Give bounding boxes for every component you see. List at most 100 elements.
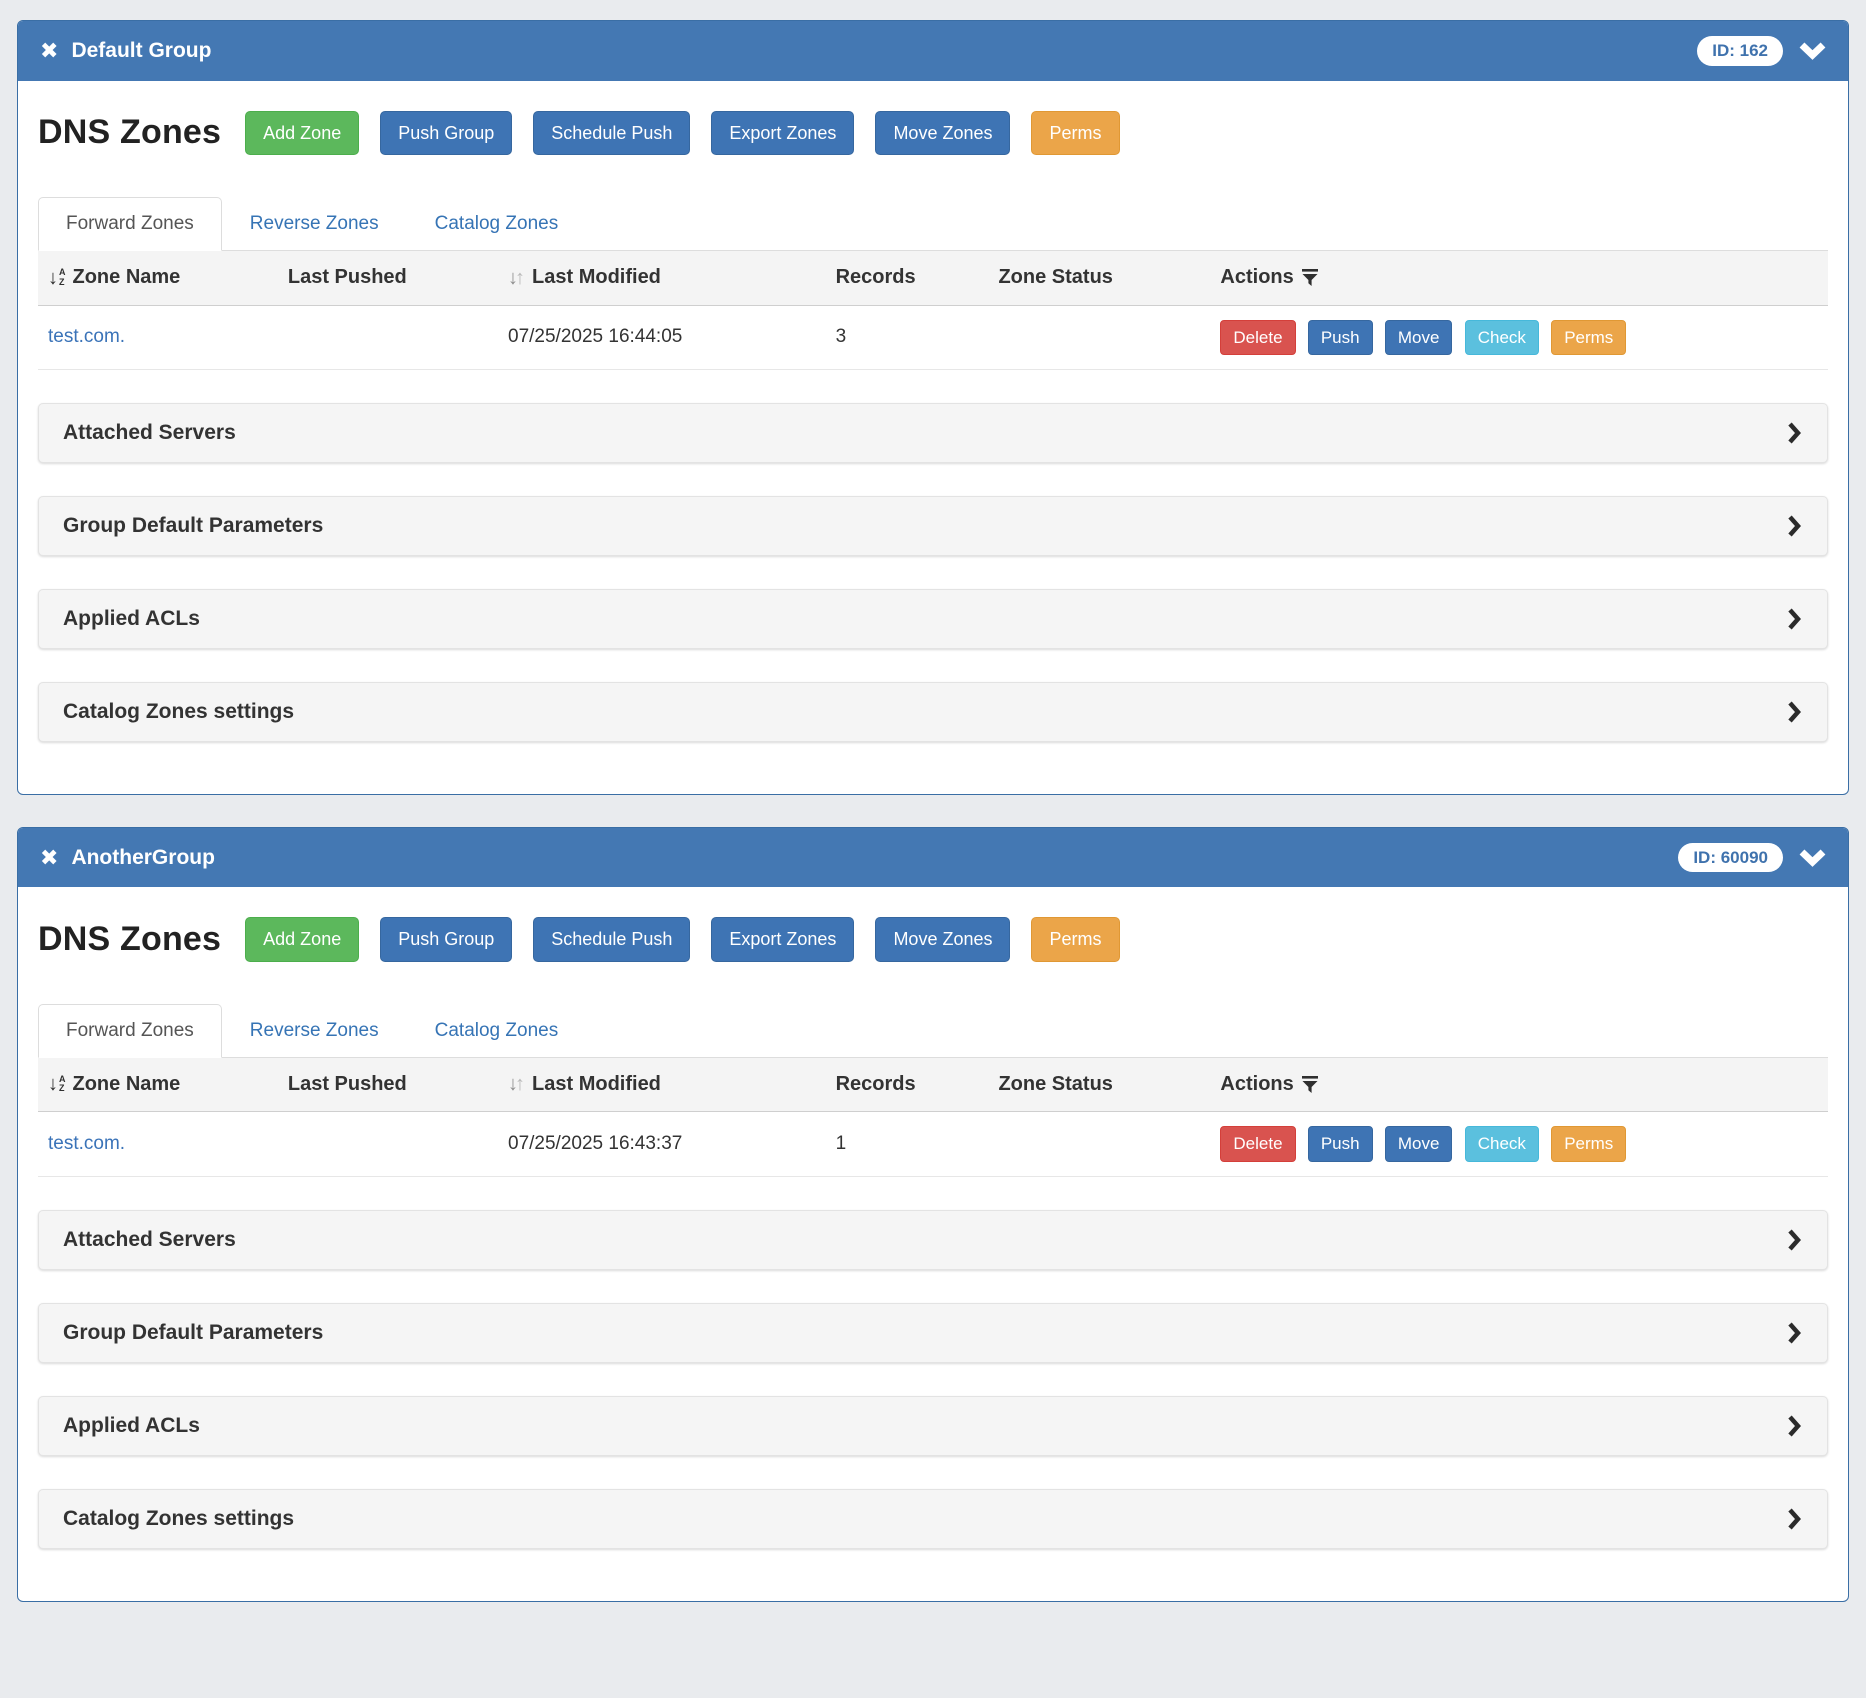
perms-row-button[interactable]: Perms [1551, 319, 1627, 355]
check-button[interactable]: Check [1464, 319, 1539, 355]
section-label: Catalog Zones settings [63, 1506, 295, 1530]
add-zone-button[interactable]: Add Zone [245, 110, 360, 156]
delete-button[interactable]: Delete [1220, 319, 1296, 355]
chevron-right-icon [1788, 422, 1801, 444]
check-button[interactable]: Check [1464, 1126, 1539, 1162]
sort-alpha-icon[interactable]: ↓ A Z [48, 1073, 66, 1096]
close-icon[interactable]: ✖ [40, 37, 59, 63]
records-cell: 1 [825, 1111, 989, 1177]
section-catalog-zones-settings[interactable]: Catalog Zones settings [38, 681, 1828, 742]
tab-reverse-zones[interactable]: Reverse Zones [249, 213, 379, 235]
section-attached-servers[interactable]: Attached Servers [38, 1209, 1828, 1270]
dns-zones-heading: DNS Zones [38, 920, 222, 959]
column-label: Last Modified [532, 1072, 661, 1095]
sort-icon[interactable]: ↓ ↑ [508, 1073, 526, 1096]
column-label: Records [835, 266, 916, 289]
move-zones-button[interactable]: Move Zones [875, 110, 1011, 156]
dns-zones-heading: DNS Zones [38, 113, 222, 152]
section-label: Attached Servers [63, 1227, 236, 1251]
move-button[interactable]: Move [1384, 319, 1453, 355]
zone-name-link[interactable]: test.com. [48, 1132, 126, 1154]
schedule-push-button[interactable]: Schedule Push [533, 917, 691, 962]
chevron-right-icon [1788, 701, 1801, 723]
sort-alpha-icon[interactable]: ↓ A Z [48, 266, 66, 289]
zones-table: ↓ A Z Zone Name Last Pushed ↓ ↑ Last Modifi… [38, 1057, 1828, 1177]
column-header-records[interactable]: Records [825, 251, 989, 306]
section-catalog-zones-settings[interactable]: Catalog Zones settings [38, 1488, 1828, 1549]
perms-button[interactable]: Perms [1031, 110, 1120, 156]
add-zone-button[interactable]: Add Zone [245, 917, 360, 962]
zone-tabs: Forward Zones Reverse Zones Catalog Zone… [38, 1003, 1828, 1058]
section-label: Catalog Zones settings [63, 699, 295, 723]
zone-tabs: Forward Zones Reverse Zones Catalog Zone… [38, 197, 1828, 252]
zone-row: test.com. 07/25/2025 16:43:37 1 Delete P… [38, 1111, 1828, 1177]
dns-zones-toolbar: DNS Zones Add Zone Push Group Schedule P… [38, 110, 1828, 156]
tab-reverse-zones[interactable]: Reverse Zones [249, 1019, 379, 1041]
group-id-badge: ID: 162 [1697, 36, 1783, 66]
filter-icon[interactable] [1301, 1075, 1319, 1094]
column-header-zone-name[interactable]: ↓ A Z Zone Name [38, 1057, 278, 1113]
export-zones-button[interactable]: Export Zones [711, 917, 855, 962]
group-title: AnotherGroup [71, 845, 215, 869]
zones-table: ↓ A Z Zone Name Last Pushed ↓ ↑ Last Modifi… [38, 251, 1828, 370]
group-panel-body: DNS Zones Add Zone Push Group Schedule P… [18, 887, 1848, 1600]
section-applied-acls[interactable]: Applied ACLs [38, 1395, 1828, 1456]
tab-forward-zones[interactable]: Forward Zones [38, 197, 222, 252]
zones-table-header-row: ↓ A Z Zone Name Last Pushed ↓ ↑ Last Modifi… [38, 251, 1828, 306]
column-label: Last Modified [532, 266, 661, 289]
export-zones-button[interactable]: Export Zones [711, 110, 855, 156]
zone-status-cell [988, 305, 1211, 370]
zone-row: test.com. 07/25/2025 16:44:05 3 Delete P… [38, 305, 1828, 370]
column-header-records[interactable]: Records [825, 1057, 989, 1113]
push-button[interactable]: Push [1307, 319, 1373, 355]
column-label: Zone Status [998, 1073, 1113, 1096]
section-attached-servers[interactable]: Attached Servers [38, 402, 1828, 463]
column-label: Last Pushed [287, 1073, 407, 1096]
section-group-default-parameters[interactable]: Group Default Parameters [38, 1302, 1828, 1363]
column-header-zone-status[interactable]: Zone Status [988, 1057, 1211, 1113]
push-button[interactable]: Push [1307, 1126, 1373, 1162]
chevron-right-icon [1788, 515, 1801, 537]
perms-row-button[interactable]: Perms [1551, 1126, 1627, 1162]
push-group-button[interactable]: Push Group [380, 917, 513, 962]
actions-cell: Delete Push Move Check Perms [1210, 305, 1828, 370]
column-header-zone-name[interactable]: ↓ A Z Zone Name [38, 251, 278, 306]
delete-button[interactable]: Delete [1220, 1126, 1296, 1162]
schedule-push-button[interactable]: Schedule Push [533, 110, 691, 156]
perms-button[interactable]: Perms [1031, 917, 1120, 962]
move-zones-button[interactable]: Move Zones [875, 917, 1011, 962]
tab-catalog-zones[interactable]: Catalog Zones [434, 213, 559, 235]
column-header-last-pushed[interactable]: Last Pushed [277, 251, 499, 306]
column-label: Last Pushed [287, 266, 407, 289]
chevron-right-icon [1788, 1229, 1801, 1251]
filter-icon[interactable] [1301, 268, 1319, 287]
group-title: Default Group [71, 38, 212, 62]
move-button[interactable]: Move [1384, 1126, 1453, 1162]
zone-name-link[interactable]: test.com. [48, 326, 126, 348]
column-header-zone-status[interactable]: Zone Status [988, 251, 1211, 306]
column-label: Zone Name [72, 266, 181, 289]
column-header-last-modified[interactable]: ↓ ↑ Last Modified [498, 1057, 826, 1113]
chevron-right-icon [1788, 608, 1801, 630]
push-group-button[interactable]: Push Group [380, 110, 513, 156]
column-header-last-pushed[interactable]: Last Pushed [277, 1057, 499, 1113]
section-group-default-parameters[interactable]: Group Default Parameters [38, 495, 1828, 556]
close-icon[interactable]: ✖ [40, 844, 59, 870]
group-panel-default-group: ✖ Default Group ID: 162 DNS Zones Add Zo… [17, 20, 1849, 795]
section-label: Group Default Parameters [63, 1320, 324, 1344]
last-modified-cell: 07/25/2025 16:43:37 [498, 1111, 826, 1177]
section-label: Attached Servers [63, 420, 236, 444]
chevron-down-icon[interactable] [1799, 849, 1826, 867]
sort-icon[interactable]: ↓ ↑ [508, 266, 526, 289]
chevron-down-icon[interactable] [1799, 42, 1826, 60]
last-pushed-cell [277, 1111, 499, 1177]
records-cell: 3 [825, 305, 989, 370]
tab-catalog-zones[interactable]: Catalog Zones [434, 1019, 559, 1041]
section-label: Applied ACLs [63, 1413, 200, 1437]
column-header-last-modified[interactable]: ↓ ↑ Last Modified [498, 251, 826, 306]
column-label: Actions [1220, 266, 1294, 289]
group-id-badge: ID: 60090 [1678, 842, 1783, 873]
section-applied-acls[interactable]: Applied ACLs [38, 588, 1828, 649]
last-pushed-cell [277, 305, 499, 370]
tab-forward-zones[interactable]: Forward Zones [38, 1003, 222, 1058]
